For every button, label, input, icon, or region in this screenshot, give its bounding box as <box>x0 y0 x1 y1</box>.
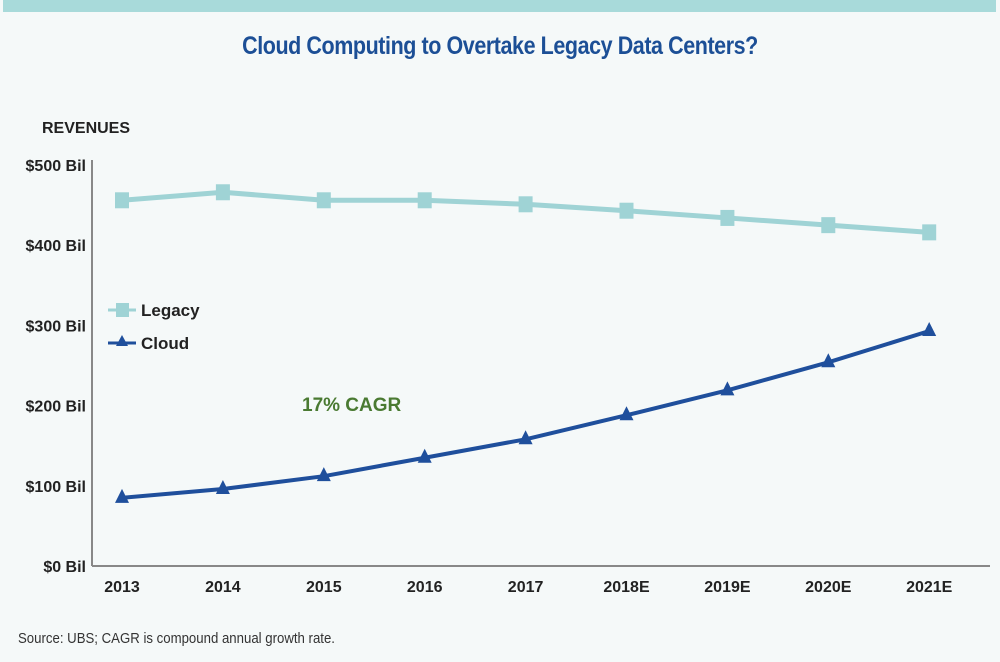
x-tick-label: 2018E <box>603 579 650 596</box>
data-point-cloud <box>821 353 836 368</box>
x-tick-label: 2015 <box>306 579 342 596</box>
x-tick-label: 2021E <box>906 579 953 596</box>
data-point-legacy <box>922 224 937 241</box>
data-point-cloud <box>922 322 937 337</box>
x-tick-label: 2019E <box>704 579 751 596</box>
data-point-cloud <box>720 381 735 396</box>
data-point-legacy <box>619 202 634 219</box>
y-tick-label: $100 Bil <box>26 479 86 496</box>
y-tick-label: $0 Bil <box>43 559 86 576</box>
legend-triangle-icon <box>116 335 128 346</box>
data-point-cloud <box>215 480 230 495</box>
x-tick-label: 2016 <box>407 579 443 596</box>
data-point-legacy <box>115 192 129 209</box>
y-tick-label: $500 Bil <box>26 158 86 175</box>
legend: Legacy Cloud <box>108 301 200 353</box>
y-tick-label: $400 Bil <box>26 238 86 255</box>
y-axis-label: REVENUES <box>42 120 130 137</box>
data-point-legacy <box>720 209 735 226</box>
data-point-cloud <box>619 406 634 421</box>
chart-title: Cloud Computing to Overtake Legacy Data … <box>242 32 758 60</box>
top-accent-bar <box>3 0 996 12</box>
legend-square-icon <box>116 303 129 317</box>
data-point-cloud <box>417 448 432 463</box>
x-tick-label: 2020E <box>805 579 852 596</box>
data-point-legacy <box>215 184 230 201</box>
source-note: Source: UBS; CAGR is compound annual gro… <box>18 630 335 647</box>
data-point-cloud <box>518 430 533 445</box>
legend-label-cloud: Cloud <box>141 334 189 353</box>
data-point-legacy <box>417 192 432 209</box>
data-point-cloud <box>115 488 129 503</box>
data-point-legacy <box>518 196 533 213</box>
x-tick-label: 2013 <box>104 579 140 596</box>
series-line-cloud <box>121 329 930 500</box>
data-point-legacy <box>316 192 331 209</box>
y-tick-label: $200 Bil <box>26 399 86 416</box>
y-tick-label: $300 Bil <box>26 318 86 335</box>
x-tick-label: 2014 <box>205 579 241 596</box>
data-point-legacy <box>821 217 836 234</box>
x-tick-label: 2017 <box>508 579 544 596</box>
cagr-annotation: 17% CAGR <box>302 395 402 416</box>
legend-label-legacy: Legacy <box>141 301 200 320</box>
data-point-cloud <box>316 467 331 482</box>
